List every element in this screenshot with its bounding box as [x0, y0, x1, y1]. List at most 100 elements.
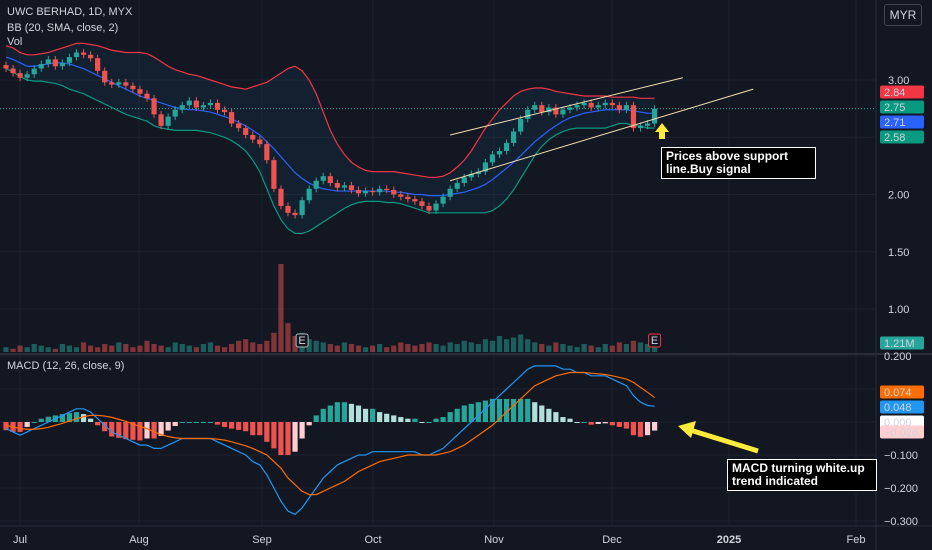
candle-body: [243, 128, 249, 135]
price-tick-label: 1.50: [888, 247, 909, 259]
volume-bar: [66, 345, 73, 352]
candle-body: [285, 205, 291, 213]
time-tick-label: Oct: [364, 534, 381, 546]
time-tick-label: Nov: [484, 534, 504, 546]
macd-histogram-bar: [88, 418, 94, 422]
macd-histogram-bar: [440, 417, 446, 422]
macd-histogram-bar: [426, 422, 432, 423]
macd-histogram-bar: [630, 422, 637, 436]
candle-body: [123, 82, 129, 86]
volume-bar: [595, 347, 601, 352]
candle-body: [398, 194, 404, 197]
volume-bar: [496, 336, 503, 352]
candle-body: [652, 108, 658, 124]
price-badge: 2.71: [884, 117, 905, 129]
volume-bar: [426, 342, 432, 352]
macd-histogram-bar: [334, 402, 340, 422]
macd-histogram-bar: [419, 422, 425, 423]
macd-histogram-bar: [59, 414, 65, 422]
time-tick-label: Aug: [129, 534, 149, 546]
macd-histogram-bar: [602, 422, 608, 424]
macd-histogram-bar: [3, 422, 9, 431]
candle-body: [532, 105, 538, 110]
price-badge: 2.84: [884, 87, 905, 99]
candle-body: [525, 109, 531, 119]
macd-histogram-bar: [461, 405, 467, 422]
candle-body: [88, 54, 94, 59]
macd-histogram-bar: [45, 416, 51, 422]
macd-histogram-bar: [306, 422, 312, 426]
volume-bar: [292, 336, 298, 352]
macd-arrow-head: [678, 421, 696, 438]
volume-bar: [221, 347, 228, 352]
macd-histogram-bar: [616, 422, 622, 427]
candle-body: [405, 196, 411, 200]
macd-histogram-bar: [31, 422, 37, 423]
candle-body: [292, 212, 298, 216]
candle-body: [158, 114, 164, 126]
candle-body: [144, 93, 150, 99]
volume-bar: [348, 344, 355, 352]
macd-histogram-bar: [186, 422, 192, 423]
volume-bar: [73, 347, 80, 352]
macd-histogram-bar: [391, 415, 397, 422]
macd-histogram-bar: [609, 422, 615, 426]
price-badge-bg: [880, 100, 924, 114]
candle-body: [581, 102, 587, 106]
candle-body: [518, 118, 524, 132]
time-tick-label: 2025: [717, 534, 741, 546]
volume-bar: [172, 342, 178, 352]
macd-histogram-bar: [377, 412, 383, 422]
candle-body: [377, 188, 383, 193]
macd-histogram-bar: [130, 422, 136, 440]
candle-body: [250, 134, 256, 140]
candle-body: [24, 74, 30, 78]
candle-body: [433, 203, 439, 211]
candle-body: [278, 188, 284, 206]
volume-bar: [144, 340, 150, 352]
macd-histogram-bar: [518, 398, 524, 422]
volume-bar: [243, 339, 249, 352]
price-badge-bg: [880, 85, 924, 99]
volume-bar: [24, 347, 30, 352]
macd-histogram-bar: [243, 422, 249, 432]
volume-bar: [447, 342, 453, 352]
candle-body: [440, 196, 446, 204]
macd-histogram-bar: [447, 412, 453, 422]
macd-histogram-bar: [433, 418, 439, 422]
volume-bar: [264, 340, 270, 352]
bb-band-fill: [6, 43, 655, 234]
volume-bar: [193, 347, 199, 352]
macd-histogram-bar: [95, 422, 101, 426]
currency-button[interactable]: MYR: [884, 4, 922, 26]
candle-body: [221, 109, 228, 113]
candle-body: [179, 105, 185, 110]
volume-bar: [602, 344, 608, 352]
candle-body: [207, 102, 214, 106]
volume-bar: [165, 347, 171, 352]
volume-bar: [236, 340, 242, 352]
macd-histogram-bar: [165, 422, 171, 431]
volume-bar: [567, 345, 573, 352]
macd-histogram-bar: [595, 422, 601, 424]
volume-bar: [158, 345, 164, 352]
volume-bar: [616, 342, 622, 352]
macd-histogram-bar: [532, 402, 538, 422]
signal-line: [5, 371, 655, 496]
candle-body: [560, 109, 566, 115]
candle-body: [461, 177, 467, 184]
macd-histogram-bar: [144, 422, 150, 439]
macd-histogram-bar: [229, 422, 235, 429]
macd-note: MACD turning white.up trend indicated: [727, 459, 877, 491]
volume-bar: [59, 344, 65, 352]
macd-histogram-bar: [158, 422, 164, 436]
volume-bar: [250, 342, 256, 352]
macd-value-badge-bg: [880, 385, 924, 399]
volume-bar: [80, 342, 87, 352]
volume-bar: [588, 345, 594, 352]
volume-bar: [137, 345, 143, 352]
macd-histogram-bar: [511, 398, 517, 422]
candle-body: [334, 183, 340, 188]
candle-body: [165, 116, 171, 126]
